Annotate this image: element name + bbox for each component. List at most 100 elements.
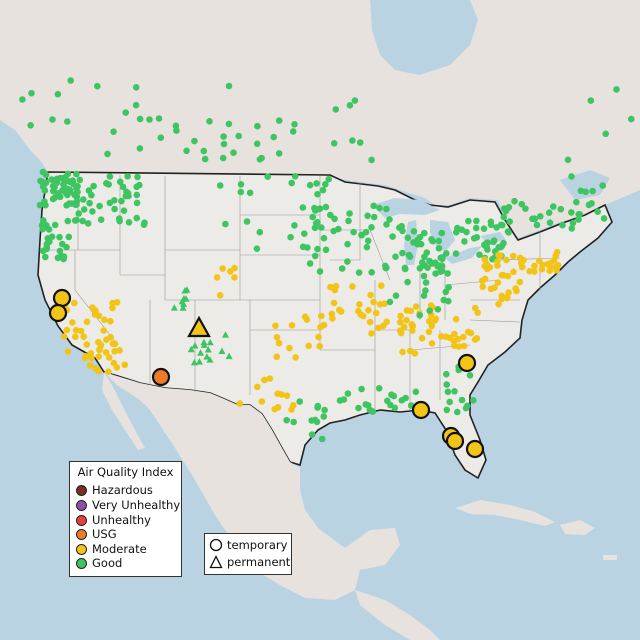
monitor-site [481,256,489,263]
monitor-site [60,255,67,263]
legend-label: Unhealthy [92,513,151,527]
monitor-site [203,353,211,360]
monitor-site [520,256,527,264]
monitor-site [474,309,482,317]
monitor-site [446,398,454,406]
monitor-site [39,183,47,190]
monitor-site [133,214,141,222]
monitor-site [375,385,383,392]
legend-label: USG [92,527,117,541]
monitor-temporary-moderate[interactable] [465,439,485,459]
monitor-temporary-moderate[interactable] [411,400,431,420]
monitor-site [378,282,385,290]
legend-title: Air Quality Index [77,465,174,479]
monitor-site [322,181,329,188]
monitor-site [458,226,466,233]
monitor-site [82,352,89,360]
monitor-site [483,265,491,273]
monitor-site [48,233,56,240]
monitor-site [179,304,187,311]
monitor-site [105,354,113,361]
monitor-site [473,335,481,342]
monitor-site [206,118,213,125]
monitor-site [291,222,298,229]
monitor-site [325,175,333,183]
monitor-site [288,179,296,187]
monitor-site [83,341,91,348]
monitor-site [306,260,314,267]
monitor-site [219,265,226,272]
monitor-permanent-moderate[interactable] [187,315,211,338]
monitor-site [287,233,294,241]
monitor-site [59,240,66,248]
monitor-site [231,274,238,281]
monitor-site [455,343,463,350]
monitor-site [316,342,324,350]
monitor-temporary-moderate[interactable] [48,303,68,323]
baja-land [102,372,145,450]
monitor-temporary-usg[interactable] [151,367,171,387]
monitor-site [63,326,71,334]
monitor-site [351,97,359,104]
monitor-site [480,225,488,232]
monitor-site [317,323,324,331]
monitor-site [443,406,451,414]
monitor-site [576,211,583,218]
monitor-site [585,201,593,209]
monitor-site [270,133,278,141]
monitor-site [383,205,390,213]
legend-label: Good [92,556,123,570]
monitor-temporary-moderate[interactable] [52,288,72,308]
monitor-site [355,404,362,412]
monitor-site [85,187,93,194]
monitor-site [547,259,554,267]
legend-swatch [76,514,87,526]
monitor-site [358,385,365,393]
monitor-site [392,253,399,260]
monitor-site [404,278,411,286]
monitor-temporary-moderate[interactable] [445,431,465,451]
monitor-site [49,182,57,190]
monitor-site [322,246,330,254]
monitor-site [461,238,468,245]
legend-item-moderate: Moderate [76,542,147,556]
monitor-site [503,256,510,264]
monitor-site [350,228,357,236]
monitor-site [382,264,390,272]
monitor-site [225,352,233,360]
monitor-site [349,283,356,290]
monitor-site [180,294,188,302]
monitor-site [568,209,575,216]
monitor-site [438,262,446,270]
monitor-site [95,338,102,346]
monitor-site [443,370,450,378]
monitor-site [116,178,124,186]
monitor-site [110,128,117,135]
monitor-site [367,291,374,299]
monitor-site [481,241,488,249]
monitor-site [368,269,376,276]
monitor-temporary-moderate[interactable] [457,353,477,373]
monitor-site [288,406,295,413]
monitor-site [200,341,208,348]
monitor-site [363,243,371,251]
monitor-site [444,388,452,396]
monitor-site [458,396,466,404]
monitor-site [97,216,105,223]
monitor-site [494,279,502,286]
legend-swatch [76,528,87,540]
monitor-site [420,272,428,280]
monitor-site [314,190,321,198]
monitor-site [364,212,371,220]
monitor-site [357,311,365,319]
monitor-site [191,137,198,145]
legend-label: Hazardous [92,483,153,497]
yucatan-land [345,528,400,570]
monitor-site [86,362,94,369]
monitor-site [452,315,460,323]
monitor-site [83,318,91,326]
monitor-site [254,122,261,130]
monitor-site [136,115,144,123]
legend-item-temporary: temporary [209,537,287,553]
monitor-site [92,307,99,314]
